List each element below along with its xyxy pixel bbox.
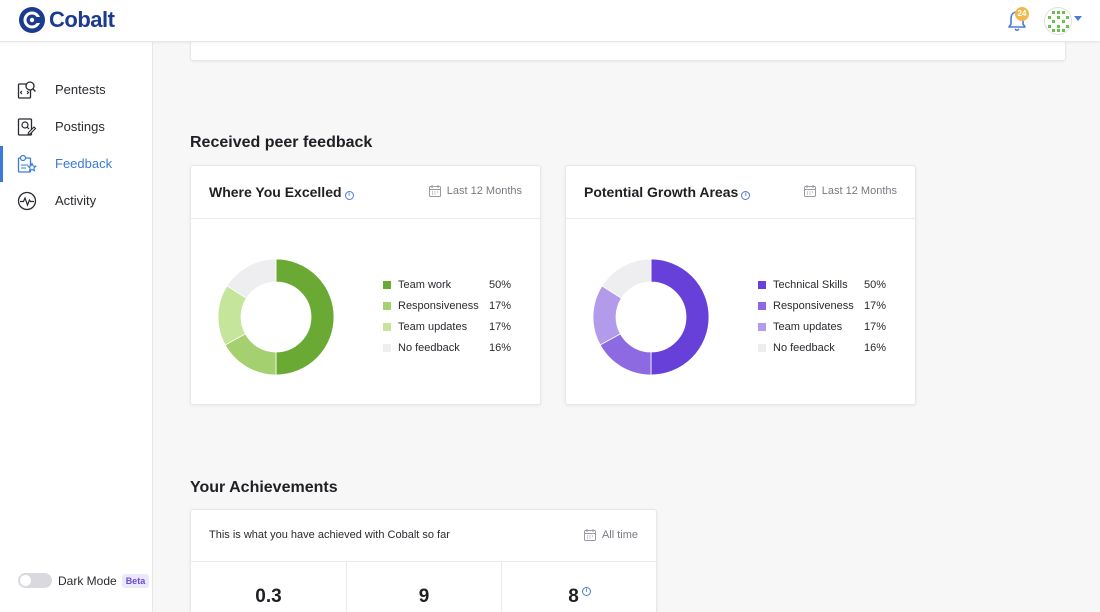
legend-item: Technical Skills 50%: [758, 274, 886, 295]
sidebar: Pentests Postings Feedback Activity Dark…: [0, 42, 153, 612]
stat-number: 8: [568, 586, 579, 607]
stat-value: 0.3: [255, 586, 282, 607]
legend-percent: 50%: [488, 278, 511, 291]
donut-slice-3[interactable]: [226, 258, 277, 299]
pentests-icon: [17, 81, 36, 99]
card-header: Potential Growth Areas i Last 12 Months: [566, 166, 915, 219]
legend-swatch: [383, 343, 391, 352]
card-header: Where You Excelled i Last 12 Months: [191, 166, 540, 219]
achievements-card: This is what you have achieved with Coba…: [190, 509, 657, 612]
period-selector[interactable]: Last 12 Months: [428, 185, 522, 197]
logo-text: Cobalt: [49, 7, 115, 32]
sidebar-item-pentests[interactable]: Pentests: [0, 72, 152, 108]
section-title-achievements: Your Achievements: [190, 479, 338, 496]
legend-label: No feedback: [773, 341, 835, 354]
legend-swatch: [758, 280, 766, 289]
dark-mode-label: Dark Mode: [58, 573, 117, 588]
legend-swatch: [383, 301, 391, 310]
donut-slice-0[interactable]: [275, 258, 335, 376]
legend-item: No feedback 16%: [758, 337, 886, 358]
legend-label: No feedback: [398, 341, 460, 354]
legend-label: Team updates: [398, 320, 468, 333]
growth-legend: Technical Skills 50% Responsiveness 17% Team…: [758, 274, 886, 358]
legend-swatch: [758, 343, 766, 352]
growth-donut-chart: [592, 258, 710, 376]
feedback-icon: [17, 154, 37, 173]
legend-item: Team updates 17%: [383, 316, 511, 337]
avatar[interactable]: [1044, 7, 1072, 35]
sidebar-item-label: Feedback: [55, 156, 113, 171]
postings-icon: [17, 118, 37, 136]
period-selector[interactable]: All time: [583, 529, 638, 541]
dark-mode-control: Dark Mode Beta: [18, 573, 150, 588]
cobalt-logo-icon: [19, 7, 45, 33]
donut-slice-0[interactable]: [650, 258, 710, 376]
card-header: This is what you have achieved with Coba…: [191, 510, 656, 562]
growth-card: Potential Growth Areas i Last 12 Months T…: [565, 165, 916, 405]
legend-swatch: [383, 280, 391, 289]
card-title: Potential Growth Areas i: [584, 184, 751, 200]
legend-percent: 17%: [863, 299, 886, 312]
period-label: Last 12 Months: [446, 185, 522, 197]
calendar-icon: [428, 185, 441, 197]
info-icon[interactable]: i: [741, 191, 751, 200]
card-title: Where You Excelled i: [209, 184, 354, 200]
top-header: Cobalt 24: [0, 0, 1100, 42]
growth-title: Potential Growth Areas: [584, 184, 739, 200]
period-selector[interactable]: Last 12 Months: [803, 185, 897, 197]
sidebar-item-label: Pentests: [55, 82, 106, 97]
legend-item: No feedback 16%: [383, 337, 511, 358]
legend-label: Responsiveness: [773, 299, 854, 312]
dark-mode-toggle[interactable]: [18, 573, 52, 588]
excelled-legend: Team work 50% Responsiveness 17% Team update…: [383, 274, 511, 358]
legend-percent: 17%: [488, 320, 511, 333]
donut-slice-3[interactable]: [601, 258, 652, 299]
stat-value: 9: [418, 586, 430, 607]
excelled-title: Where You Excelled: [209, 184, 342, 200]
activity-icon: [17, 191, 37, 211]
legend-item: Team updates 17%: [758, 316, 886, 337]
legend-percent: 50%: [863, 278, 886, 291]
calendar-icon: [583, 529, 596, 541]
legend-item: Responsiveness 17%: [383, 295, 511, 316]
legend-percent: 16%: [488, 341, 511, 354]
info-icon[interactable]: i: [581, 587, 591, 596]
achievements-description: This is what you have achieved with Coba…: [209, 529, 450, 541]
notification-badge: 24: [1015, 7, 1029, 21]
chevron-down-icon[interactable]: [1074, 16, 1082, 21]
legend-percent: 17%: [863, 320, 886, 333]
cobalt-logo[interactable]: Cobalt: [18, 6, 115, 34]
legend-label: Team work: [398, 278, 452, 291]
previous-card: [190, 42, 1066, 61]
sidebar-item-postings[interactable]: Postings: [0, 109, 152, 145]
period-label: All time: [601, 529, 638, 541]
sidebar-item-label: Postings: [55, 119, 105, 134]
legend-swatch: [383, 322, 391, 331]
sidebar-item-activity[interactable]: Activity: [0, 183, 152, 219]
legend-item: Team work 50%: [383, 274, 511, 295]
achievement-stat: 0.3: [191, 562, 347, 612]
excelled-card: Where You Excelled i Last 12 Months Team …: [190, 165, 541, 405]
legend-label: Team updates: [773, 320, 843, 333]
calendar-icon: [803, 185, 816, 197]
section-title-peer-feedback: Received peer feedback: [190, 134, 373, 151]
legend-percent: 16%: [863, 341, 886, 354]
legend-item: Responsiveness 17%: [758, 295, 886, 316]
legend-percent: 17%: [488, 299, 511, 312]
info-icon[interactable]: i: [344, 191, 354, 200]
excelled-donut-chart: [217, 258, 335, 376]
sidebar-item-label: Activity: [55, 193, 97, 208]
period-label: Last 12 Months: [821, 185, 897, 197]
legend-label: Technical Skills: [773, 278, 848, 291]
achievement-stat: 9: [347, 562, 502, 612]
legend-label: Responsiveness: [398, 299, 479, 312]
sidebar-item-feedback[interactable]: Feedback: [0, 146, 152, 182]
legend-swatch: [758, 322, 766, 331]
avatar-pattern-icon: [1048, 11, 1069, 32]
beta-badge: Beta: [121, 573, 150, 588]
legend-swatch: [758, 301, 766, 310]
